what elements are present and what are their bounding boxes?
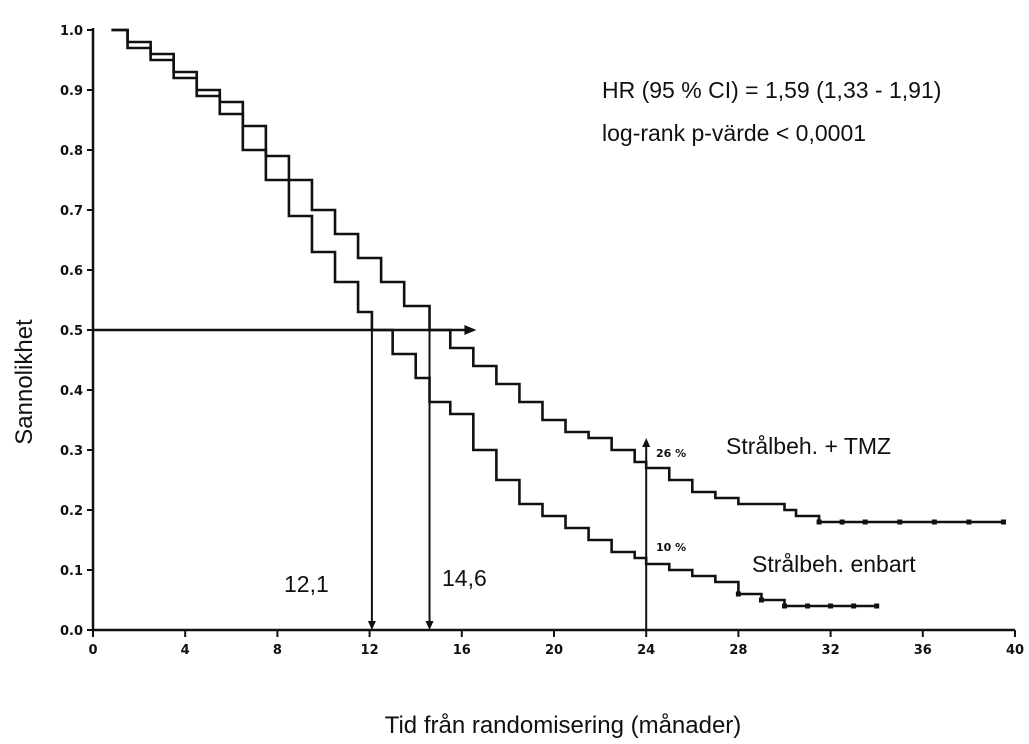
median-rt-vertical-line-arrow (367, 621, 376, 630)
censor-mark (758, 597, 764, 603)
two-year-arrow (642, 438, 651, 447)
x-tick-label: 36 (914, 643, 932, 658)
x-tick-label: 20 (545, 643, 563, 658)
censor-mark (966, 519, 972, 525)
median-tmz-vertical-line-arrow (425, 621, 434, 630)
label-group: HR (95 % CI) = 1,59 (1,33 - 1,91) log-ra… (11, 77, 941, 739)
series-line-rt (111, 28, 877, 608)
y-tick-label: 0.0 (60, 624, 83, 639)
median-rt-label: 12,1 (284, 571, 329, 597)
censor-mark (897, 519, 903, 525)
y-tick-label: 0.9 (60, 84, 83, 99)
y-tick-label: 0.7 (60, 204, 83, 219)
x-tick-label: 28 (729, 643, 747, 658)
tick-group: 0.0 0.1 0.2 0.3 0.4 0.5 0.6 0.7 0.8 0.9 1.0 0 4 8 12 16… (60, 24, 1024, 658)
y-tick-label: 1.0 (60, 24, 83, 39)
median-arrowhead (464, 325, 477, 335)
y-tick-label: 0.6 (60, 264, 83, 279)
y-tick-label: 0.5 (60, 324, 83, 339)
logrank-annotation: log-rank p-värde < 0,0001 (602, 120, 866, 146)
censor-mark (874, 603, 880, 609)
censor-mark (931, 519, 937, 525)
x-tick-label: 4 (181, 643, 190, 658)
censor-mark (816, 519, 822, 525)
censor-mark (851, 603, 857, 609)
censor-mark (839, 519, 845, 525)
median-tmz-label: 14,6 (442, 565, 487, 591)
x-axis-title: Tid från randomisering (månader) (385, 712, 742, 739)
censor-mark (828, 603, 834, 609)
reference-lines (93, 325, 651, 630)
x-tick-label: 8 (273, 643, 282, 658)
censor-mark (735, 591, 741, 597)
censor-mark (862, 519, 868, 525)
censor-mark (805, 603, 811, 609)
series-label-rt: Strålbeh. enbart (752, 551, 916, 577)
y-tick-label: 0.4 (60, 384, 83, 399)
x-tick-label: 32 (822, 643, 840, 658)
y-tick-label: 0.2 (60, 504, 83, 519)
censor-mark (782, 603, 787, 609)
y-tick-label: 0.3 (60, 444, 83, 459)
x-tick-label: 16 (453, 643, 471, 658)
y-tick-label: 0.8 (60, 144, 83, 159)
censor-mark (1000, 519, 1006, 525)
x-tick-label: 0 (88, 643, 97, 658)
x-tick-label: 24 (637, 643, 655, 658)
rt-two-year-label: 10 % (656, 541, 686, 554)
x-tick-label: 40 (1006, 643, 1024, 658)
tmz-two-year-label: 26 % (656, 447, 686, 460)
series-group (111, 28, 1006, 609)
y-tick-label: 0.1 (60, 564, 83, 579)
x-tick-label: 12 (361, 643, 379, 658)
series-label-tmz: Strålbeh. + TMZ (726, 433, 891, 459)
hr-annotation: HR (95 % CI) = 1,59 (1,33 - 1,91) (602, 77, 941, 103)
y-axis-title: Sannolikhet (11, 319, 38, 445)
